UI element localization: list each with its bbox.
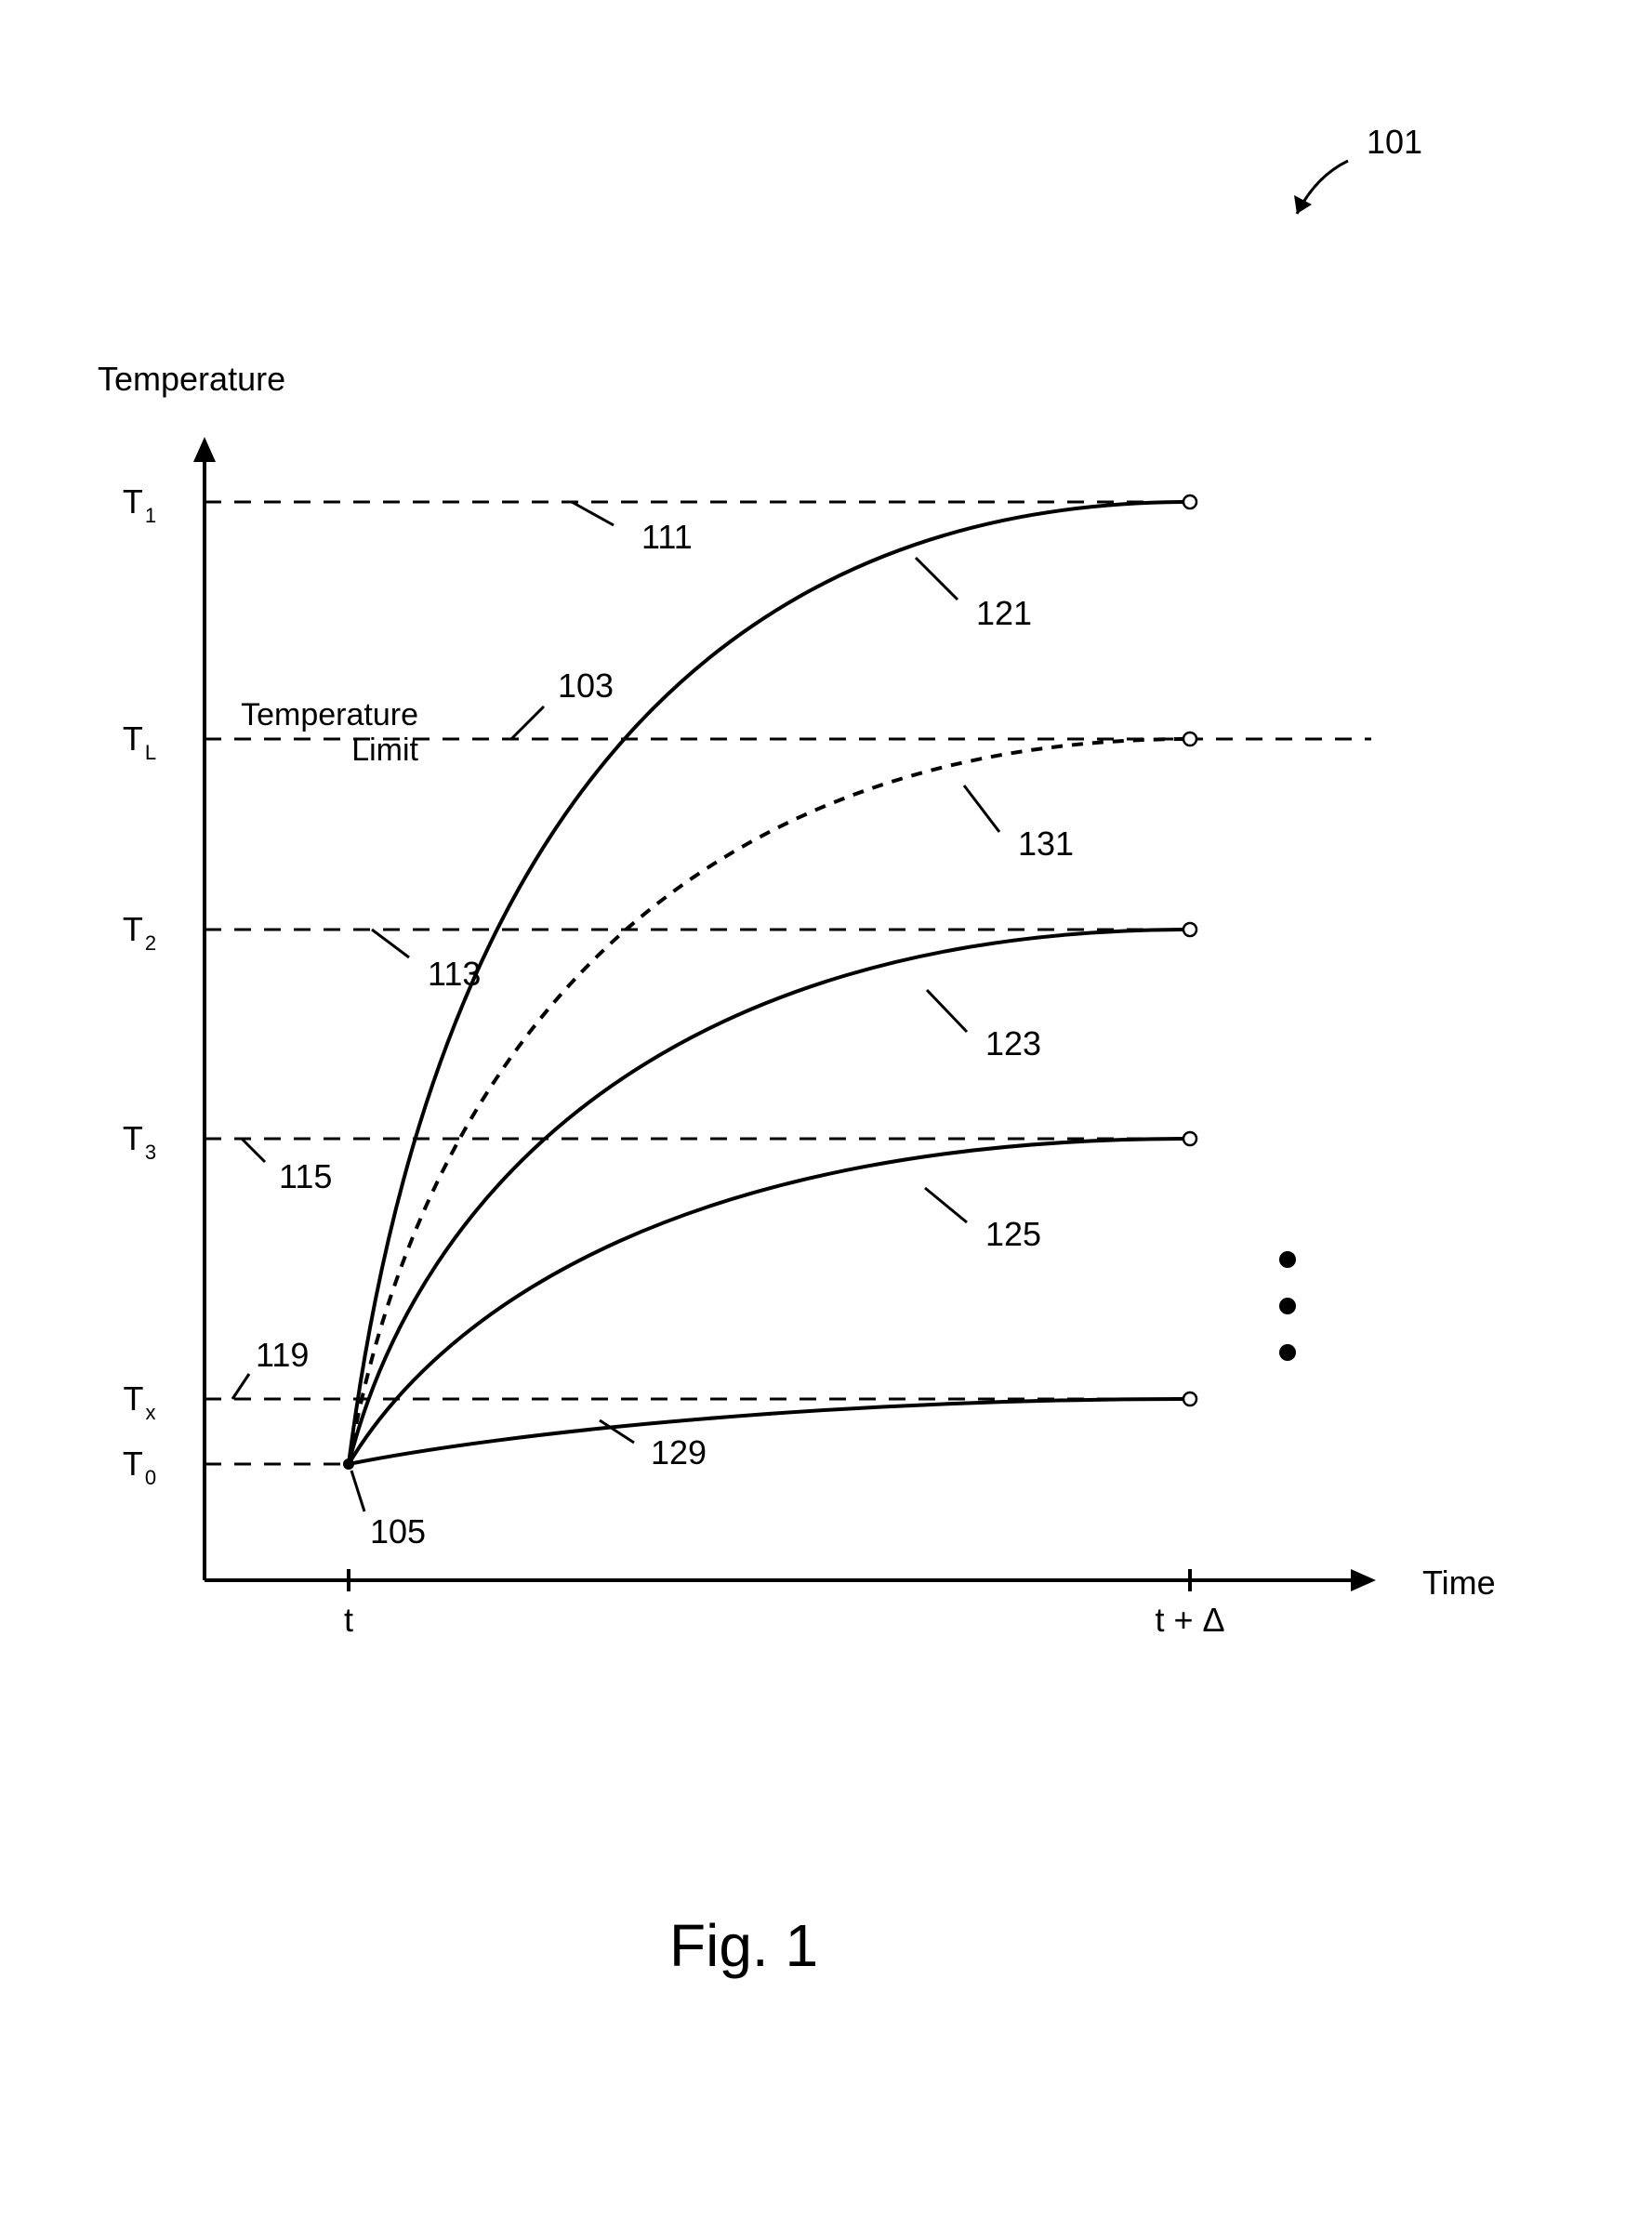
svg-text:131: 131 xyxy=(1018,825,1074,863)
svg-text:113: 113 xyxy=(428,955,481,993)
svg-text:115: 115 xyxy=(279,1157,332,1195)
svg-text:121: 121 xyxy=(976,594,1032,632)
svg-text:123: 123 xyxy=(985,1024,1041,1062)
svg-text:T0: T0 xyxy=(123,1445,156,1489)
svg-text:111: 111 xyxy=(641,518,693,556)
svg-text:t + Δ: t + Δ xyxy=(1155,1601,1224,1639)
svg-text:129: 129 xyxy=(651,1433,707,1471)
svg-text:119: 119 xyxy=(256,1336,309,1374)
svg-text:Time: Time xyxy=(1422,1564,1496,1602)
svg-text:101: 101 xyxy=(1367,123,1422,161)
svg-text:T3: T3 xyxy=(123,1119,156,1164)
svg-text:T1: T1 xyxy=(123,482,156,527)
svg-text:Fig. 1: Fig. 1 xyxy=(669,1912,818,1979)
svg-text:105: 105 xyxy=(370,1512,426,1550)
figure-svg: 101 Temperature Time t t + Δ T1 TL T2 T3 Tx T0 Temp… xyxy=(0,0,1652,2230)
svg-text:125: 125 xyxy=(985,1215,1041,1253)
svg-text:T2: T2 xyxy=(123,910,156,955)
svg-text:Temperature: Temperature xyxy=(241,697,418,732)
figure-page: { "meta": { "width": 1777, "height": 239… xyxy=(0,0,1652,2230)
svg-text:TL: TL xyxy=(123,719,156,764)
svg-text:t: t xyxy=(344,1601,353,1639)
svg-text:Limit: Limit xyxy=(351,732,418,768)
svg-text:103: 103 xyxy=(558,666,614,705)
svg-text:Temperature: Temperature xyxy=(98,360,285,398)
svg-text:Tx: Tx xyxy=(124,1379,156,1424)
